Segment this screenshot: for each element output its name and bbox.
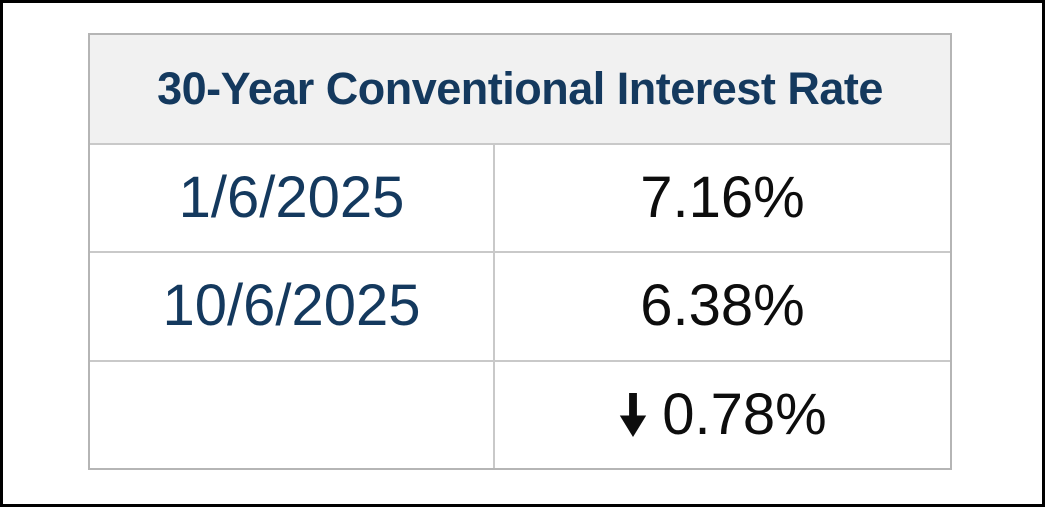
down-arrow-icon xyxy=(620,392,647,437)
date-cell xyxy=(90,361,496,468)
table-title: 30-Year Conventional Interest Rate xyxy=(157,63,883,114)
table-row: 10/6/2025 6.38% xyxy=(90,251,950,360)
interest-rate-table: 30-Year Conventional Interest Rate 1/6/2… xyxy=(88,33,952,470)
table-row: 1/6/2025 7.16% xyxy=(90,145,950,252)
date-cell: 10/6/2025 xyxy=(90,253,496,360)
table-row: 0.78% xyxy=(90,359,950,468)
rate-cell: 7.16% xyxy=(640,165,805,231)
rate-cell: 6.38% xyxy=(640,273,805,339)
table-header-row: 30-Year Conventional Interest Rate xyxy=(90,35,950,145)
rate-change-cell: 0.78% xyxy=(495,362,950,468)
rate-change-value: 0.78% xyxy=(662,381,827,447)
date-cell: 1/6/2025 xyxy=(90,145,496,252)
